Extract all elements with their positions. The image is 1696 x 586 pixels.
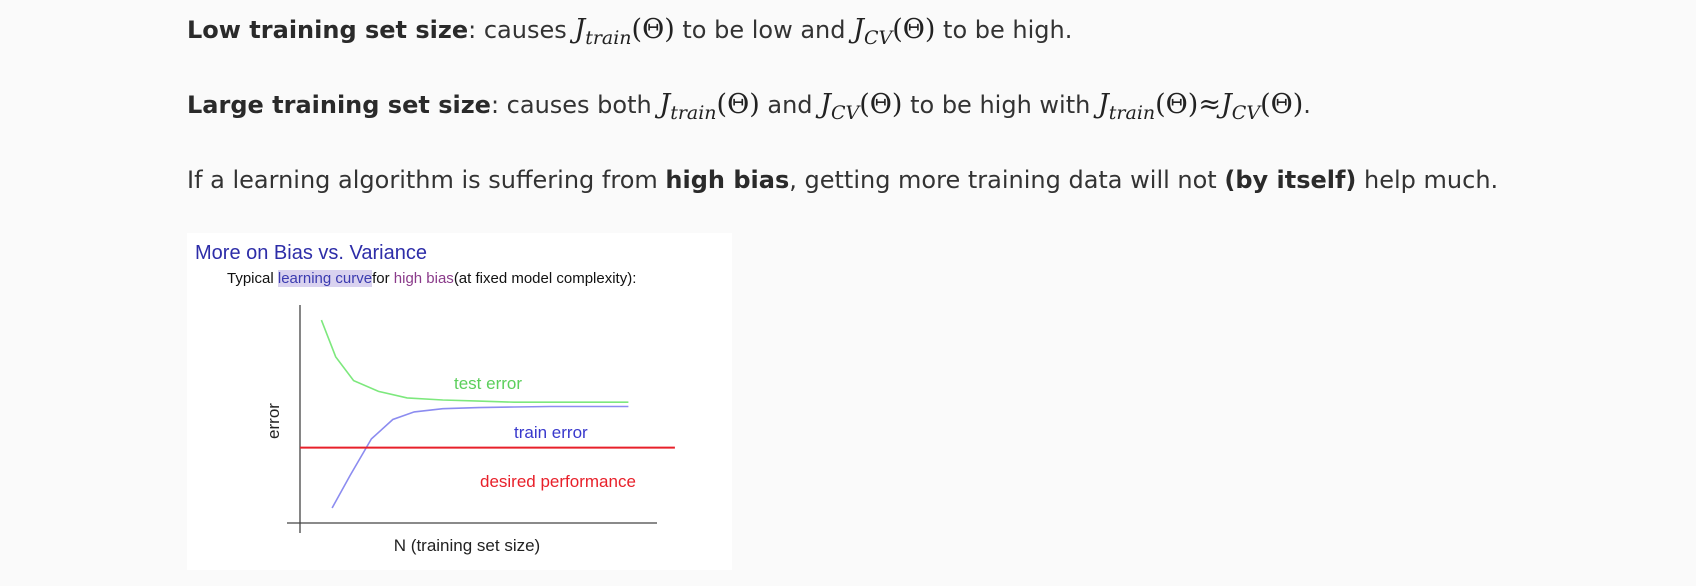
text: and: [759, 91, 821, 119]
math-j-cv: JCV(Θ): [820, 89, 903, 125]
math-theta: (Θ): [859, 89, 903, 120]
text: help much.: [1356, 166, 1499, 194]
subtitle-highlight: learning curve: [277, 270, 373, 287]
math-sub-train: train: [670, 102, 717, 124]
figure-title: More on Bias vs. Variance: [195, 242, 427, 264]
text: to be low and: [674, 16, 854, 44]
math-j-train: Jtrain(Θ): [574, 14, 675, 50]
bold-large-training-set-size: Large training set size: [187, 91, 491, 119]
math-sub-cv: CV: [831, 102, 860, 124]
paragraph-high-bias: If a learning algorithm is suffering fro…: [187, 165, 1498, 195]
series-label-test-error: test error: [454, 374, 522, 393]
text: : causes: [468, 16, 575, 44]
math-j: J: [574, 14, 586, 45]
bold-high-bias: high bias: [665, 166, 790, 194]
series-label-train-error: train error: [514, 423, 588, 442]
text: , getting more training data will not: [789, 166, 1225, 194]
math-theta: (Θ): [631, 14, 675, 45]
math-approx: ≈: [1198, 89, 1221, 120]
subtitle-text: (at fixed model complexity):: [453, 270, 637, 287]
learning-curve-chart: error N (training set size) test error t…: [264, 305, 675, 555]
math-j-cv: JCV(Θ): [853, 14, 936, 50]
figure-subtitle: Typical learning curvefor high bias(at f…: [227, 270, 636, 287]
series-label-desired-performance: desired performance: [480, 472, 636, 491]
bold-low-training-set-size: Low training set size: [187, 16, 469, 44]
math-theta: (Θ): [716, 89, 760, 120]
x-axis-label: N (training set size): [394, 536, 540, 555]
learning-curve-figure: More on Bias vs. Variance Typical learni…: [187, 233, 732, 570]
math-j-train-approx-j-cv: Jtrain(Θ)≈JCV(Θ): [1097, 89, 1304, 125]
math-j-train: Jtrain(Θ): [659, 89, 760, 125]
text: to be high.: [935, 16, 1073, 44]
text: to be high with: [902, 91, 1098, 119]
text: If a learning algorithm is suffering fro…: [187, 166, 666, 194]
math-j: J: [820, 89, 831, 120]
math-j: J: [853, 14, 864, 45]
series-line-test-error: [320, 319, 629, 403]
text: .: [1303, 91, 1311, 119]
y-axis-label: error: [264, 403, 283, 439]
math-j: J: [659, 89, 671, 120]
bold-by-itself: (by itself): [1224, 166, 1357, 194]
math-j: J: [1220, 89, 1232, 120]
math-theta: (Θ): [1260, 89, 1304, 120]
subtitle-text: for: [372, 270, 394, 287]
math-j: J: [1097, 89, 1109, 120]
paragraph-large-training-set-size: Large training set size: causes both Jtr…: [187, 90, 1311, 128]
subtitle-high-bias: high bias: [393, 270, 454, 287]
subtitle-text: Typical: [227, 270, 278, 287]
paragraph-low-training-set-size: Low training set size: causes Jtrain(Θ) …: [187, 15, 1072, 53]
math-sub-cv: CV: [1231, 102, 1261, 124]
math-sub-train: train: [1108, 102, 1156, 124]
math-sub-train: train: [585, 27, 632, 49]
math-sub-cv: CV: [863, 27, 893, 49]
text: : causes both: [490, 91, 660, 119]
math-theta: (Θ): [892, 14, 936, 45]
math-theta: (Θ): [1155, 89, 1199, 120]
series-line-train-error: [331, 405, 629, 509]
